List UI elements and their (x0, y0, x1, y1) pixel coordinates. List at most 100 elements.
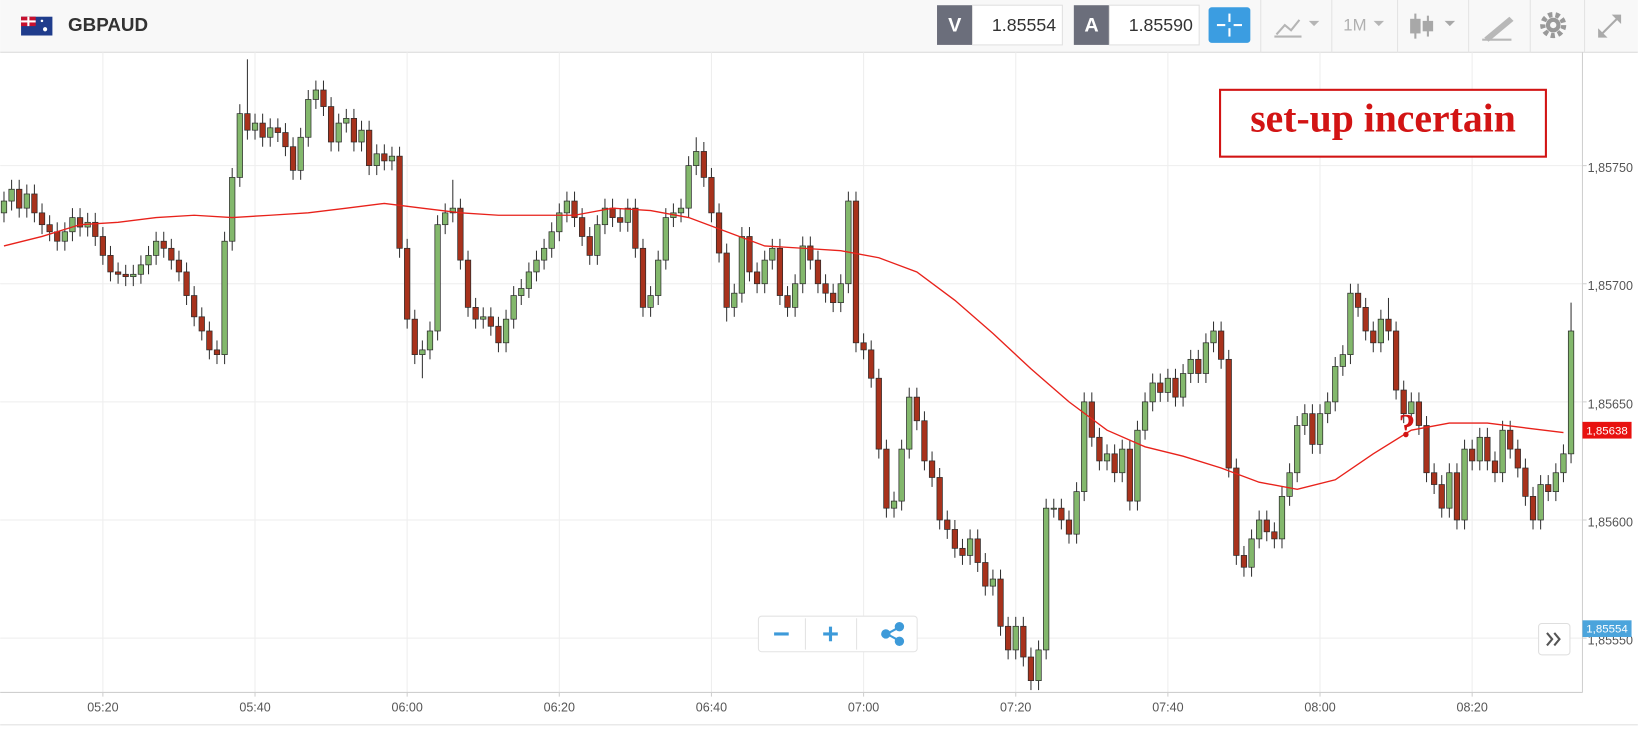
candle-body-down (1423, 425, 1430, 474)
candle-body-down (411, 318, 418, 355)
candle-body-down (1225, 358, 1232, 469)
candle-body-down (107, 255, 114, 273)
bid-label-box[interactable] (937, 5, 973, 45)
ask-label-box[interactable] (1073, 5, 1110, 45)
candle-body-down (723, 252, 730, 308)
candle-body-down (464, 259, 472, 308)
ask-box[interactable] (1108, 4, 1200, 46)
share-button[interactable] (881, 621, 905, 646)
marker: ? (1399, 408, 1416, 445)
candle-body-down (1020, 625, 1027, 658)
candle-body-up (693, 151, 700, 166)
bid-label[interactable]: V (948, 14, 962, 36)
crosshair-button[interactable] (1208, 7, 1251, 43)
candle-body-down (1065, 519, 1073, 535)
candle-body-up (685, 165, 692, 209)
overlay (3, 202, 1564, 491)
candle-body-down (404, 247, 411, 320)
candle-body-up (966, 538, 974, 556)
candle-body-down (1370, 330, 1377, 344)
candle-body-down (1058, 507, 1065, 521)
chart-type-button[interactable] (1274, 19, 1320, 38)
candle-body-down (381, 153, 388, 162)
candle-body-up (1537, 484, 1544, 521)
plot-area (0, 53, 1583, 693)
y-tick-label: 1,85550 (1588, 634, 1633, 648)
candle-body-up (525, 271, 532, 289)
candle-body-up (137, 264, 145, 275)
candle-body-down (244, 113, 251, 131)
candle-body-down (753, 271, 761, 285)
y-tick-label: 1,85650 (1588, 397, 1633, 411)
candle-body-down (944, 519, 951, 530)
bid-price[interactable]: 1.85554 (992, 15, 1056, 35)
x-tick-label: 06:20 (544, 700, 575, 714)
candle-body-up (1202, 342, 1210, 374)
candle-body-up (890, 500, 898, 509)
zoom-in-button[interactable] (823, 626, 838, 642)
moving-average-line (3, 202, 1564, 491)
candle-body-up (1050, 507, 1057, 510)
fullscreen-button[interactable] (1598, 14, 1622, 38)
axes: 1,85550 1,85600 1,85650 1,85700 1,85750 05:20… (87, 161, 1633, 714)
price-tag-label: 1,85638 (1586, 425, 1627, 437)
candle-body-down (1491, 460, 1499, 474)
candle-body-up (335, 122, 342, 143)
candle-body-down (1263, 519, 1270, 533)
bid-box[interactable] (972, 4, 1063, 46)
candle-body-down (1271, 531, 1278, 540)
candle-body-up (906, 396, 913, 450)
toolbar-separators (1260, 0, 1586, 53)
candle-body-down (746, 236, 753, 273)
candle-body-down (54, 231, 61, 242)
price-tags: 1,85638 1,85554 (1582, 421, 1632, 638)
candle-body-down (122, 273, 129, 278)
candle-body-up (1035, 649, 1042, 681)
candle-body-up (1248, 538, 1255, 568)
candle-body-up (1324, 401, 1331, 415)
candle-body-down (259, 122, 266, 138)
timeframe-button[interactable]: 1M (1343, 16, 1385, 35)
candle-body-down (1469, 448, 1476, 462)
candle-body-down (913, 396, 920, 422)
ask-price[interactable]: 1.85590 (1129, 15, 1193, 35)
drawing-button[interactable] (1482, 16, 1514, 42)
timeframe[interactable]: 1M (1343, 16, 1366, 35)
candle-body-down (936, 477, 943, 521)
symbol: GBPAUD (68, 14, 148, 35)
candle-body-up (1567, 330, 1575, 455)
y-tick-label: 1,85600 (1588, 515, 1633, 529)
candle-body-up (1164, 377, 1171, 393)
candle-body-up (731, 292, 738, 308)
candle-body-down (366, 129, 373, 166)
candle-body-down (639, 247, 647, 308)
settings-button[interactable] (1540, 12, 1567, 39)
candle-body-up (1286, 472, 1293, 497)
candle-body-up (1294, 425, 1301, 474)
candle-body-down (1529, 495, 1537, 521)
candle-body-up (655, 259, 662, 296)
candle-body-down (472, 307, 479, 320)
candle-style-button[interactable] (1410, 13, 1456, 39)
scroll-end-button[interactable] (1538, 622, 1571, 656)
candle-body-down (814, 259, 822, 285)
candle-body-down (1507, 429, 1514, 450)
candle-body-up (61, 231, 68, 242)
candle-body-up (1408, 401, 1415, 415)
candle-body-down (175, 259, 183, 273)
candle-body-down (327, 106, 335, 143)
candle-body-down (1195, 358, 1202, 374)
candle-body-up (594, 224, 601, 256)
candle-body-down (1522, 467, 1529, 497)
candle-body-up (1179, 373, 1187, 398)
candle-body-up (1476, 436, 1483, 462)
candle-body-up (533, 259, 540, 273)
candle-body-up (419, 349, 426, 355)
candle-body-up (153, 240, 160, 256)
ask-label[interactable]: A (1084, 14, 1098, 36)
candle-body-down (92, 221, 99, 237)
x-tick-label: 08:00 (1304, 700, 1335, 714)
candle-body-down (715, 212, 723, 254)
candle-body-up (480, 316, 487, 320)
candle-body-up (502, 318, 510, 344)
